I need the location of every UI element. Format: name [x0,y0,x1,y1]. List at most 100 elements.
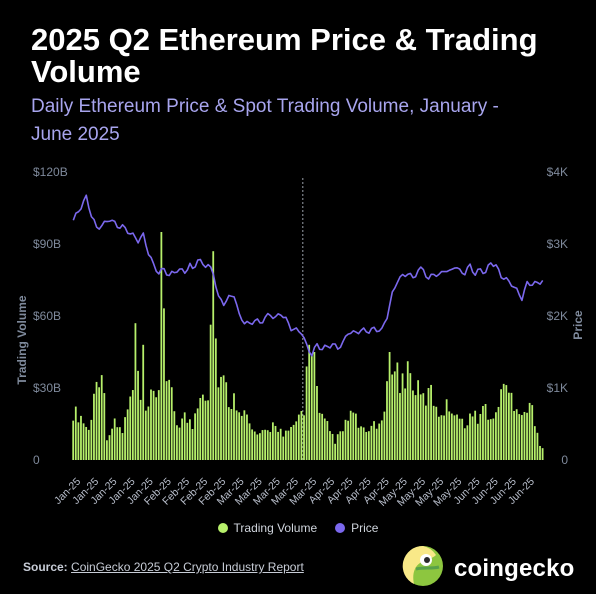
volume-bar [240,415,243,460]
volume-bar [539,445,541,460]
volume-bar [74,406,77,460]
volume-bar [414,395,417,460]
volume-bar [500,389,502,460]
volume-bar [217,387,220,460]
legend-item-price[interactable]: Price [335,521,378,535]
volume-bar [528,402,531,460]
volume-bar [471,416,474,460]
brand[interactable]: coingecko [402,545,575,592]
volume-bar [515,409,518,460]
volume-bar [316,386,318,460]
volume-bar [427,388,430,460]
volume-bar [201,394,204,460]
volume-bar [492,418,495,460]
volume-bar [336,434,339,460]
volume-bar [399,393,401,460]
volume-bar [326,421,329,460]
volume-bar [87,429,90,460]
volume-bar [412,390,414,460]
volume-bar [181,418,184,460]
volume-bar [173,411,176,460]
volume-bar [323,418,326,460]
volume-bar [367,431,370,460]
volume-bar [80,415,82,460]
volume-bar [393,371,396,460]
volume-bar [271,422,274,460]
volume-bar [277,431,279,460]
volume-bar [196,408,199,460]
volume-bar [106,440,108,460]
volume-bar [243,410,246,460]
volume-bar [292,424,295,460]
volume-bar [194,413,196,460]
volume-bar [246,414,248,460]
volume-bar [450,413,453,460]
volume-bar [489,419,492,460]
volume-bar [72,420,75,460]
volume-bar [100,375,103,460]
volume-bar [308,344,311,460]
volume-bar [453,415,456,460]
volume-bar [274,425,277,460]
volume-bar [378,423,381,460]
volume-bar [238,412,241,460]
volume-bar [199,398,202,460]
legend-item-volume[interactable]: Trading Volume [217,521,318,535]
volume-bar [391,374,394,460]
legend-swatch-volume [217,523,228,533]
volume-bar [401,373,404,460]
y-right-axis-title: Price [571,310,585,340]
volume-bar [90,419,93,460]
volume-bar [482,405,484,460]
volume-bar [189,419,191,460]
volume-bar [380,420,383,460]
volume-bar [334,443,337,460]
volume-bar [461,418,464,460]
volume-bar [419,394,422,460]
volume-bar [502,383,505,460]
volume-bar [98,387,101,460]
volume-bar [354,413,357,460]
volume-bar [137,370,139,460]
volume-bar [437,416,440,460]
volume-bar [497,406,500,460]
volume-bar [113,418,116,460]
volume-bar [191,429,194,460]
volume-bar [297,414,300,460]
volume-bar [518,414,521,460]
volume-bar [157,390,160,460]
y-right-tick-label: $1K [547,381,568,395]
volume-bar [445,399,448,460]
volume-bar [479,413,482,460]
volume-bar [310,355,313,460]
volume-bar [266,430,269,460]
y-right-tick-label: $2K [547,309,568,323]
volume-bar [186,422,189,460]
legend-label-volume: Trading Volume [233,521,318,535]
volume-bar [425,405,427,460]
volume-bar [463,428,466,460]
volume-bar [95,381,98,460]
source-link[interactable]: CoinGecko 2025 Q2 Crypto Industry Report [71,560,304,574]
volume-bar [520,415,523,460]
volume-bar [469,413,471,460]
volume-bar [386,381,388,460]
chart-subtitle: Daily Ethereum Price & Spot Trading Volu… [31,96,499,145]
y-right-tick-label: 0 [561,453,568,467]
volume-bar [220,376,222,460]
volume-bar [443,415,445,460]
volume-bar [126,409,129,460]
volume-bar [178,427,181,460]
volume-bar [279,428,282,460]
volume-bar [342,431,344,460]
volume-bar [331,433,334,460]
y-right-tick-label: $4K [547,165,568,179]
volume-bar [357,427,360,460]
volume-bar [406,361,409,460]
volume-bar [233,393,235,460]
volume-bar [383,411,386,460]
volume-bar [507,392,510,460]
volume-bar [261,430,264,460]
volume-bar [523,411,526,460]
y-left-tick-label: $120B [33,165,68,179]
